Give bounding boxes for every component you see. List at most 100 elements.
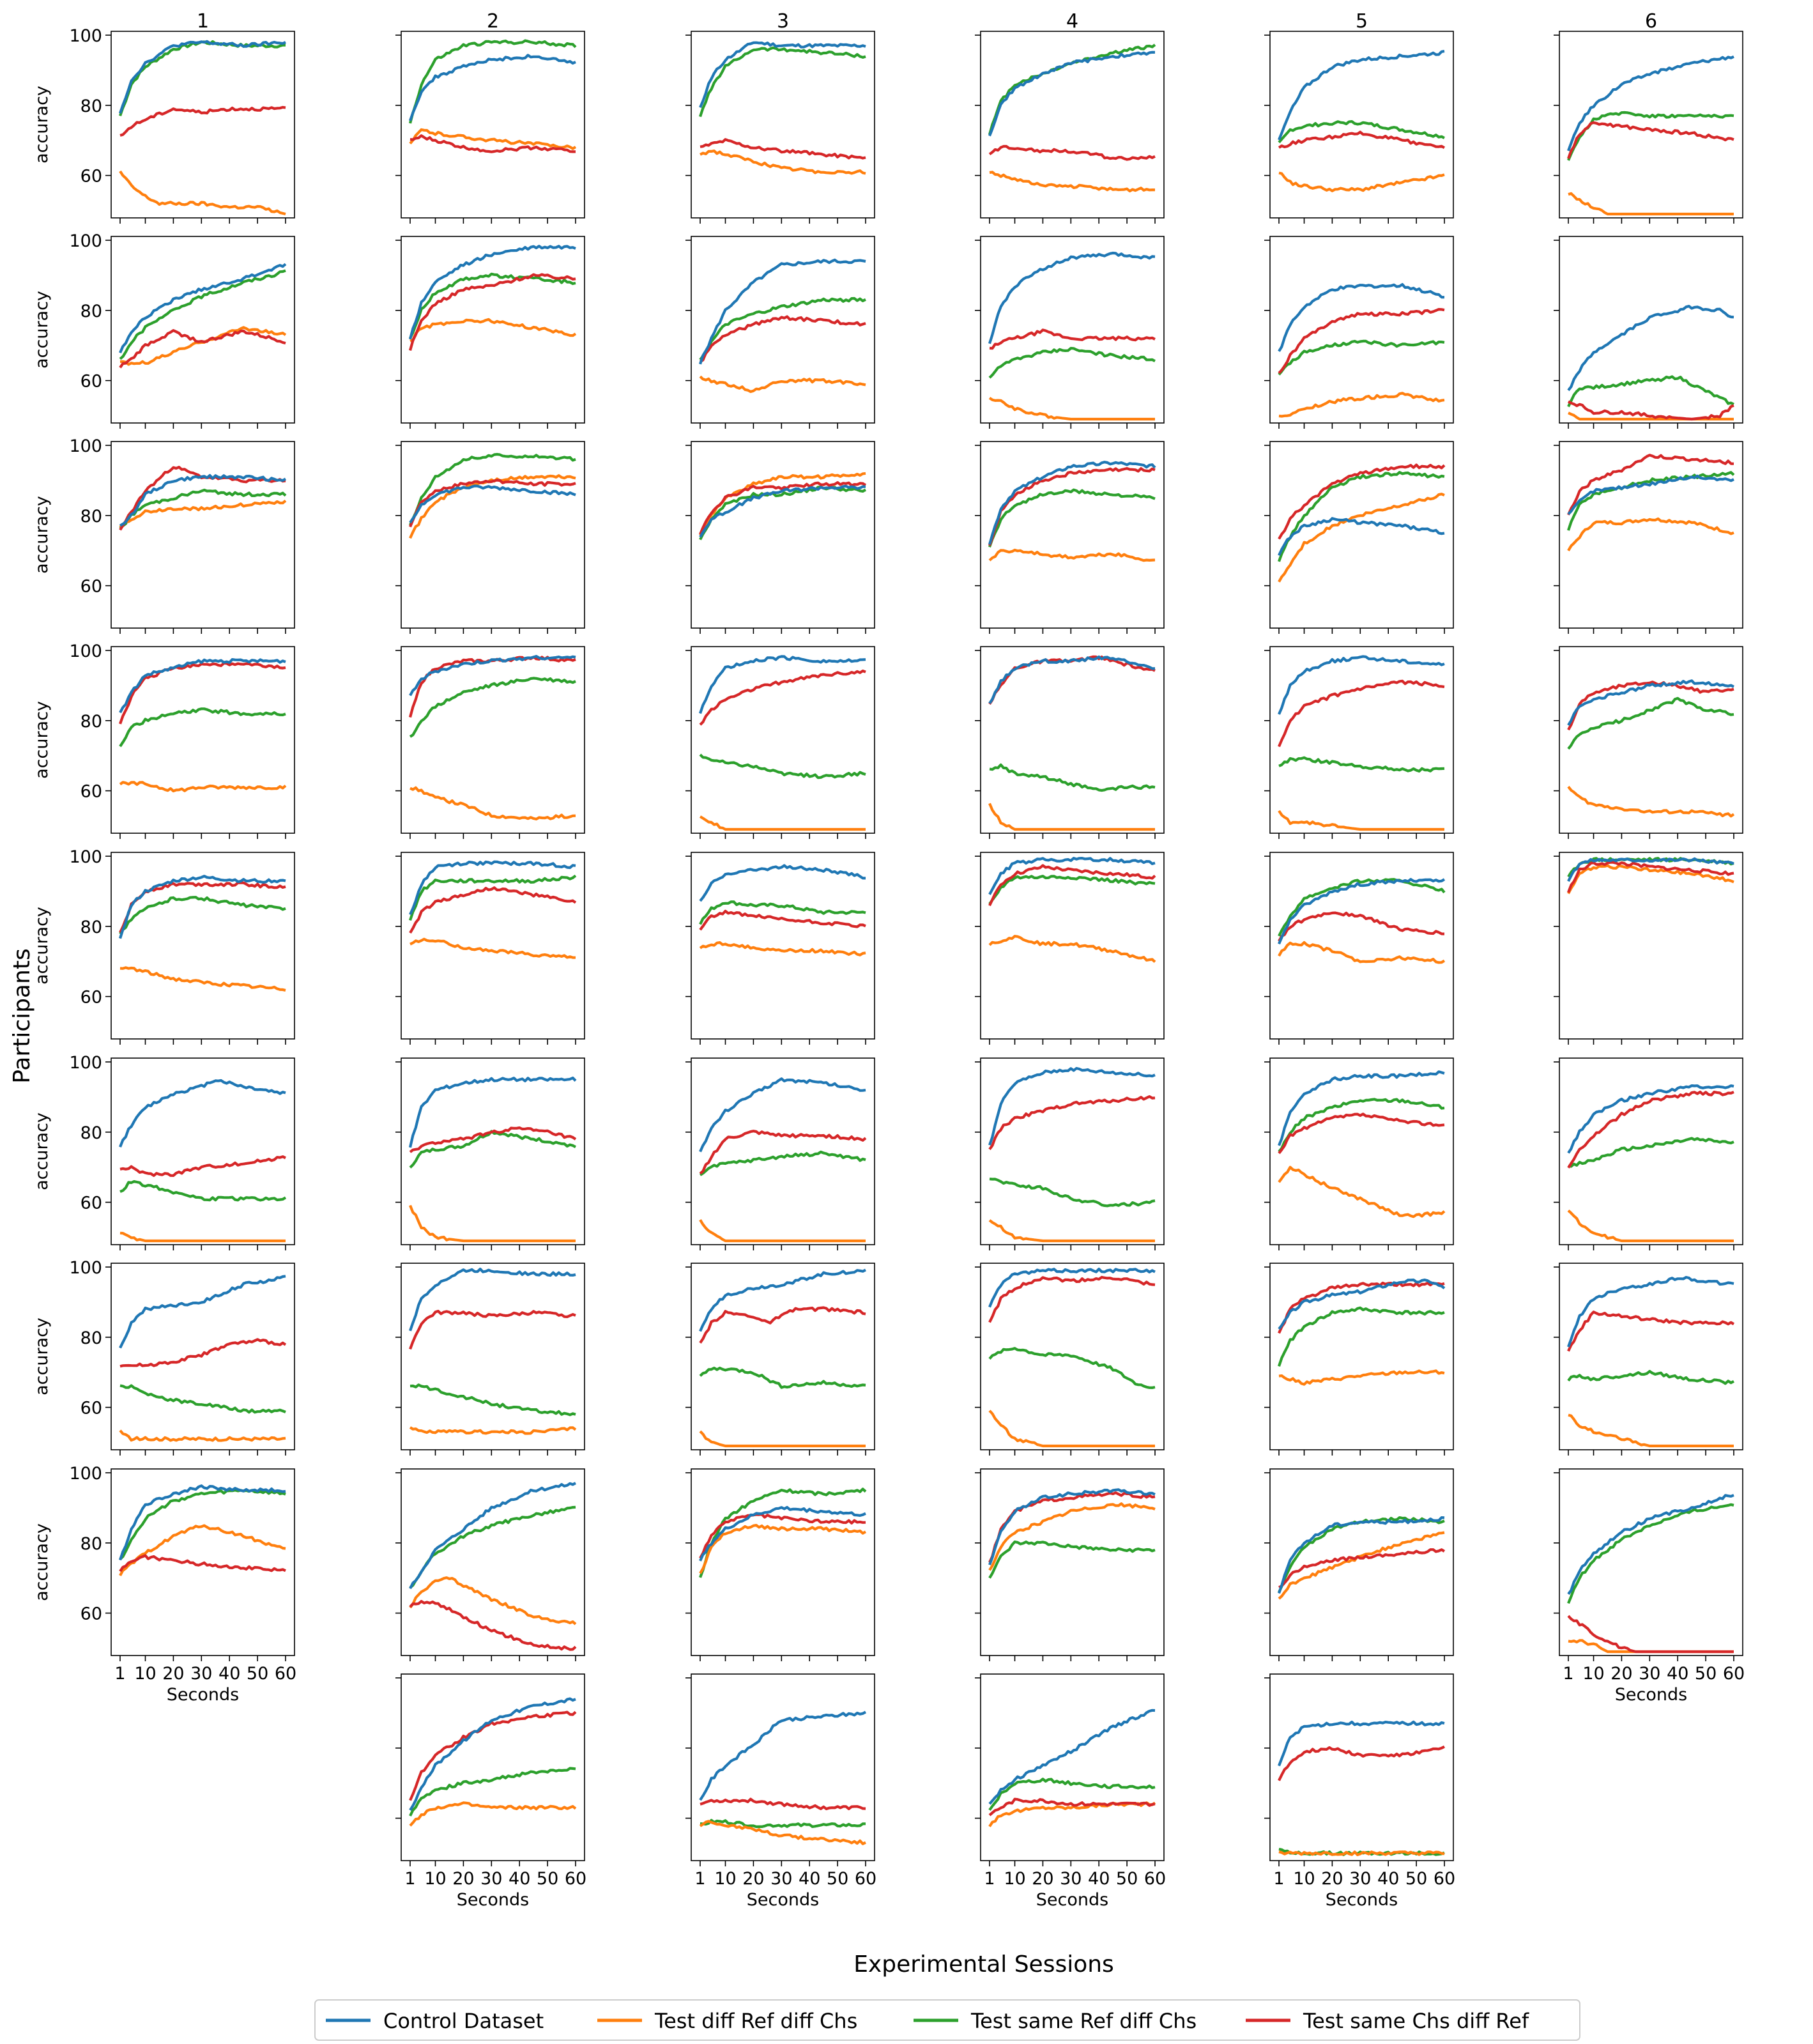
x-tick-label: 10 — [424, 1869, 446, 1889]
x-axis-label: Seconds — [167, 1685, 239, 1705]
y-tick-label: 80 — [80, 1534, 102, 1554]
series-line — [988, 1219, 1155, 1243]
series-line — [119, 263, 287, 354]
series-line — [1567, 454, 1734, 516]
x-tick-label: 50 — [1695, 1664, 1717, 1684]
series-line — [119, 1554, 286, 1572]
series-line — [699, 1430, 866, 1448]
series-line — [1567, 305, 1734, 392]
panel-r1-s6 — [1554, 31, 1743, 224]
x-tick-label: 40 — [1667, 1664, 1688, 1684]
panel-frame — [980, 441, 1165, 629]
panel-r2-s1: 60 80 100 accuracy — [32, 231, 295, 429]
series-line — [699, 481, 867, 535]
series-line — [699, 484, 866, 538]
x-tick-label: 1 — [404, 1869, 415, 1889]
series-line — [1567, 517, 1734, 551]
series-line — [409, 1576, 577, 1625]
series-line — [988, 467, 1156, 546]
series-line — [119, 40, 286, 114]
series-line — [119, 488, 287, 530]
series-line — [1567, 121, 1734, 159]
series-line — [409, 1710, 577, 1801]
panel-r7-s5 — [1264, 1263, 1454, 1456]
x-tick-label: 20 — [452, 1869, 474, 1889]
series-line — [1567, 1090, 1734, 1169]
series-line — [700, 1818, 866, 1829]
panel-r2-s6 — [1554, 236, 1743, 429]
series-line — [1278, 471, 1445, 562]
panel-r9-s2: 1 10 20 30 40 50 60 Seconds — [395, 1673, 586, 1910]
series-line — [1278, 911, 1445, 942]
x-axis-label: Seconds — [1036, 1890, 1108, 1910]
panel-frame — [691, 1057, 875, 1245]
series-line — [1567, 1310, 1735, 1352]
panel-r3-s6 — [1554, 441, 1743, 634]
series-line — [408, 1076, 577, 1148]
series-line — [409, 1383, 576, 1417]
series-line — [409, 1505, 576, 1589]
panel-frame — [980, 1263, 1165, 1450]
panel-r4-s6 — [1554, 646, 1743, 839]
series-line — [1567, 55, 1734, 151]
series-line — [409, 1482, 576, 1590]
panel-frame — [691, 1673, 875, 1861]
panel-r5-s4 — [975, 852, 1165, 1045]
series-line — [1278, 308, 1445, 374]
series-line — [409, 1767, 576, 1817]
series-line — [1568, 411, 1734, 421]
series-line — [119, 707, 286, 748]
series-line — [1567, 111, 1734, 161]
panel-r7-s1: 60 80 100 accuracy — [32, 1258, 295, 1456]
series-line — [118, 875, 286, 939]
series-line — [119, 499, 287, 528]
panel-frame — [691, 852, 875, 1040]
panel-frame — [1269, 236, 1454, 424]
series-line — [988, 1541, 1156, 1579]
panel-r4-s5 — [1264, 646, 1454, 839]
panel-frame — [1559, 1057, 1743, 1245]
panel-r5-s1: 60 80 100 accuracy — [32, 847, 295, 1045]
panel-frame — [691, 1468, 875, 1656]
series-line — [409, 677, 576, 738]
panel-r4-s2 — [395, 646, 585, 839]
series-line — [119, 1079, 286, 1148]
panel-frame — [1269, 441, 1454, 629]
series-line — [1278, 493, 1445, 583]
y-tick-label: 80 — [80, 96, 102, 116]
panel-r5-s5 — [1264, 852, 1454, 1045]
series-line — [119, 781, 287, 793]
panel-r3-s5 — [1264, 441, 1454, 634]
series-line — [409, 1697, 576, 1811]
series-line — [409, 1600, 577, 1651]
panel-r9-s5: 1 10 20 30 40 50 60 Seconds — [1264, 1673, 1455, 1910]
panel-frame — [111, 1263, 295, 1450]
panel-frame — [401, 31, 585, 219]
x-tick-label: 50 — [247, 1664, 268, 1684]
series-line — [1278, 339, 1445, 376]
series-line — [119, 661, 286, 725]
y-axis-label: accuracy — [32, 1112, 52, 1190]
x-tick-label: 60 — [855, 1869, 876, 1889]
series-line — [699, 1820, 866, 1845]
session-title-1: 1 — [197, 10, 209, 33]
x-tick-label: 20 — [1321, 1869, 1343, 1889]
x-tick-label: 30 — [190, 1664, 212, 1684]
series-line — [699, 1366, 866, 1389]
y-tick-label: 60 — [80, 372, 102, 392]
x-tick-label: 50 — [537, 1869, 558, 1889]
series-line — [699, 296, 866, 361]
series-line — [988, 1801, 1156, 1827]
series-line — [119, 269, 286, 360]
x-tick-label: 10 — [714, 1869, 736, 1889]
series-line — [988, 1347, 1156, 1389]
series-line — [1567, 857, 1734, 882]
series-line — [699, 1130, 867, 1175]
x-tick-label: 30 — [1349, 1869, 1371, 1889]
series-line — [1567, 679, 1734, 726]
panel-r6-s3 — [685, 1057, 875, 1250]
x-tick-label: 1 — [1563, 1664, 1573, 1684]
y-tick-label: 80 — [80, 1328, 102, 1348]
panel-frame — [1269, 1057, 1454, 1245]
series-line — [119, 1429, 286, 1442]
